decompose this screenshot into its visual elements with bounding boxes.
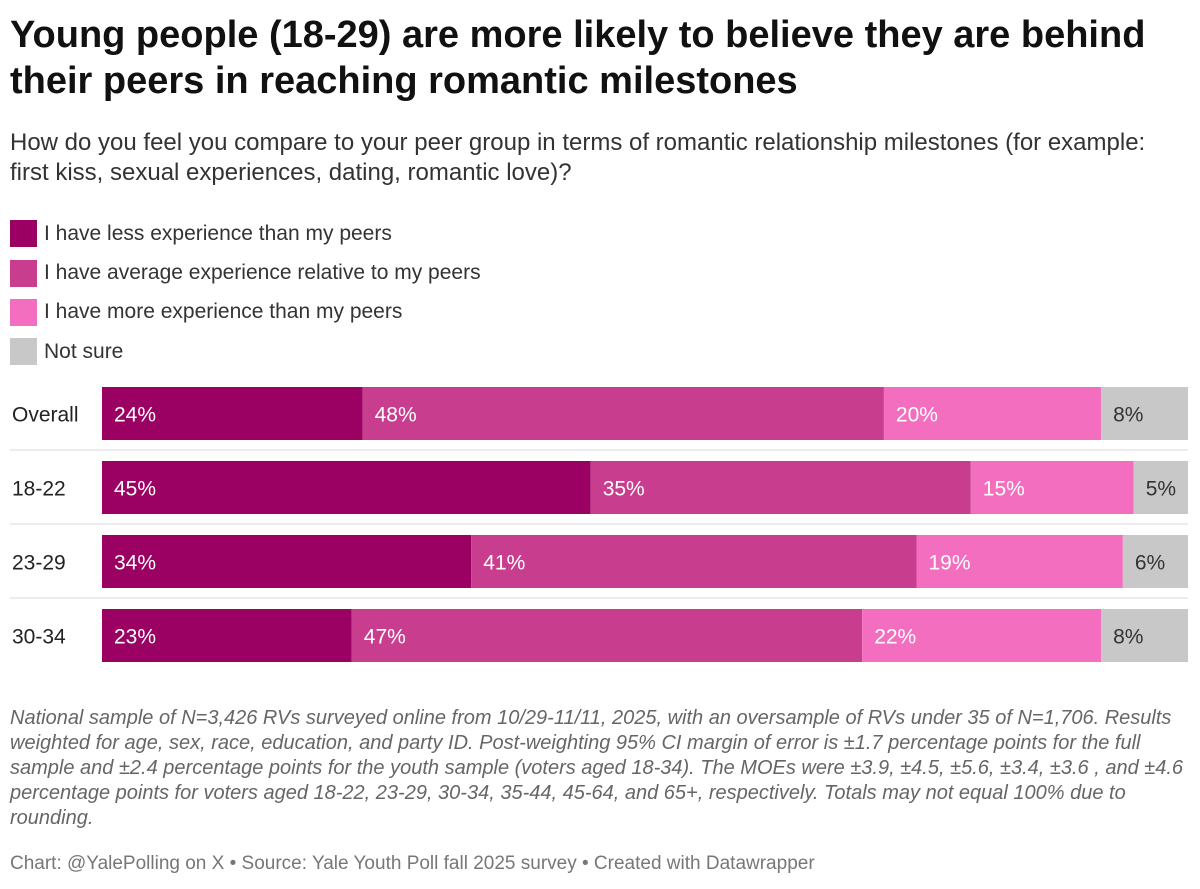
bar-value-label: 5% [1146, 478, 1176, 501]
bar-segment [1101, 609, 1188, 662]
legend-item-more: I have more experience than my peers [10, 293, 481, 332]
category-label: 18-22 [12, 478, 66, 501]
legend-label-more: I have more experience than my peers [44, 300, 403, 324]
bar-segment [1101, 387, 1188, 440]
bar-value-label: 34% [114, 552, 156, 575]
bar-value-label: 41% [483, 552, 525, 575]
legend-swatch-more [10, 298, 37, 326]
bar-value-label: 8% [1113, 404, 1143, 427]
legend-item-not-sure: Not sure [10, 332, 481, 371]
bar-segment [883, 387, 1102, 440]
bar-segment [102, 535, 472, 588]
bar-segment [590, 461, 971, 514]
legend-label-not-sure: Not sure [44, 339, 124, 363]
legend-swatch-not-sure [10, 338, 37, 366]
bar-value-label: 45% [114, 478, 156, 501]
chart-subtitle: How do you feel you compare to your peer… [10, 129, 1146, 186]
bar-segment [102, 609, 352, 662]
bar-value-label: 22% [874, 626, 916, 649]
bar-value-label: 24% [114, 404, 156, 427]
bar-segment [102, 461, 591, 514]
legend-swatch-average [10, 259, 37, 287]
category-label: 30-34 [12, 626, 66, 649]
bar-value-label: 48% [375, 404, 417, 427]
bar-value-label: 6% [1135, 552, 1165, 575]
bar-segment [970, 461, 1134, 514]
bar-segment [351, 609, 863, 662]
legend-swatch-less [10, 220, 37, 248]
chart-source: Chart: @YalePolling on X • Source: Yale … [10, 853, 815, 874]
bar-segment [862, 609, 1102, 662]
bar-value-label: 35% [603, 478, 645, 501]
chart-title: Young people (18-29) are more likely to … [10, 14, 1146, 102]
category-label: Overall [12, 404, 79, 427]
bar-segment [1133, 461, 1188, 514]
stacked-bar-chart: Overall 24% 48% 20% 8% 18-22 45% 35% 15% 5% 23-29 3… [10, 387, 1188, 662]
bar-value-label: 20% [896, 404, 938, 427]
bar-segment [1122, 535, 1188, 588]
bar-segment [102, 387, 363, 440]
bar-value-label: 15% [983, 478, 1025, 501]
legend: I have less experience than my peers I h… [10, 214, 481, 372]
bar-value-label: 23% [114, 626, 156, 649]
bar-segment [471, 535, 917, 588]
legend-label-average: I have average experience relative to my… [44, 261, 481, 285]
bar-segment [362, 387, 884, 440]
bar-segment [916, 535, 1123, 588]
chart-notes: National sample of N=3,426 RVs surveyed … [10, 707, 1184, 829]
category-label: 23-29 [12, 552, 66, 575]
bar-value-label: 47% [364, 626, 406, 649]
legend-label-less: I have less experience than my peers [44, 221, 392, 245]
legend-item-less: I have less experience than my peers [10, 214, 481, 253]
bar-value-label: 8% [1113, 626, 1143, 649]
bar-value-label: 19% [929, 552, 971, 575]
legend-item-average: I have average experience relative to my… [10, 253, 481, 292]
